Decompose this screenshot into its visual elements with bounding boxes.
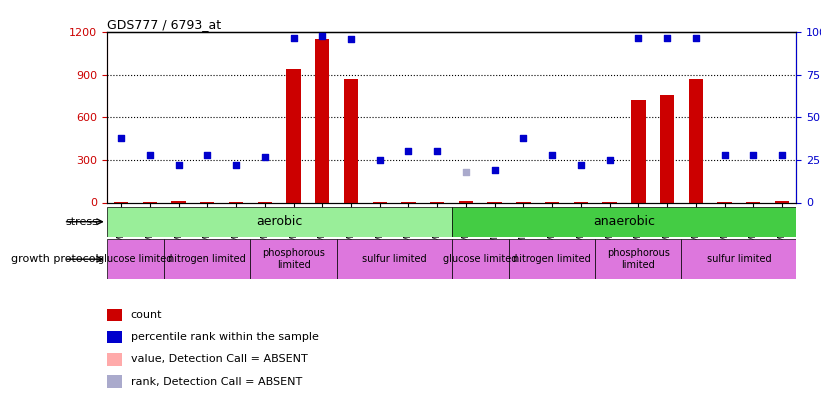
Point [431,148,444,155]
Text: count: count [131,310,163,320]
Bar [164,239,250,279]
Bar [681,239,796,279]
Bar [631,100,645,202]
Bar [344,79,358,202]
Text: rank, Detection Call = ABSENT: rank, Detection Call = ABSENT [131,377,302,387]
Bar [595,239,681,279]
Bar [315,40,329,202]
Bar [287,69,300,202]
Point [374,157,387,163]
Point [661,34,674,41]
Text: aerobic: aerobic [256,215,302,228]
Bar [775,201,789,202]
Bar [107,331,122,343]
Point [144,151,157,158]
Bar [107,207,452,237]
Point [460,168,473,175]
Point [575,162,588,168]
Bar [107,375,122,388]
Text: GDS777 / 6793_at: GDS777 / 6793_at [107,18,221,31]
Point [690,34,703,41]
Point [258,153,271,160]
Point [632,34,645,41]
Text: phosphorous
limited: phosphorous limited [262,248,325,270]
Bar [660,95,674,202]
Point [546,151,559,158]
Point [776,151,789,158]
Text: growth protocol: growth protocol [11,254,99,264]
Bar [509,239,595,279]
Point [230,162,243,168]
Text: percentile rank within the sample: percentile rank within the sample [131,332,319,342]
Text: sulfur limited: sulfur limited [362,254,426,264]
Text: glucose limited: glucose limited [443,254,517,264]
Text: glucose limited: glucose limited [99,254,172,264]
Text: phosphorous
limited: phosphorous limited [607,248,670,270]
Point [517,134,530,141]
Point [402,148,415,155]
Point [345,36,358,43]
Text: nitrogen limited: nitrogen limited [513,254,591,264]
Bar [337,239,452,279]
Point [747,151,760,158]
Bar [689,79,703,202]
Text: stress: stress [66,217,99,227]
Bar [107,239,164,279]
Point [603,157,617,163]
Text: nitrogen limited: nitrogen limited [168,254,246,264]
Bar [452,207,796,237]
Bar [107,353,122,366]
Point [201,151,214,158]
Bar [172,201,186,202]
Bar [250,239,337,279]
Point [316,32,329,39]
Text: value, Detection Call = ABSENT: value, Detection Call = ABSENT [131,354,308,364]
Bar [107,309,122,321]
Bar [452,239,509,279]
Text: anaerobic: anaerobic [593,215,655,228]
Point [172,162,186,168]
Bar [459,201,473,202]
Point [115,134,128,141]
Point [488,167,501,173]
Point [287,34,300,41]
Point [718,151,732,158]
Text: sulfur limited: sulfur limited [707,254,771,264]
